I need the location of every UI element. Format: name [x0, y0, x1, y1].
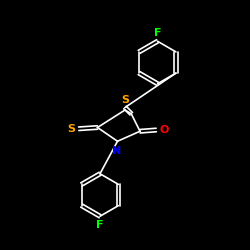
Text: N: N	[112, 146, 121, 156]
Text: O: O	[160, 125, 170, 135]
Text: S: S	[121, 95, 129, 105]
Text: F: F	[96, 220, 104, 230]
Text: F: F	[154, 28, 161, 38]
Text: S: S	[67, 124, 75, 134]
